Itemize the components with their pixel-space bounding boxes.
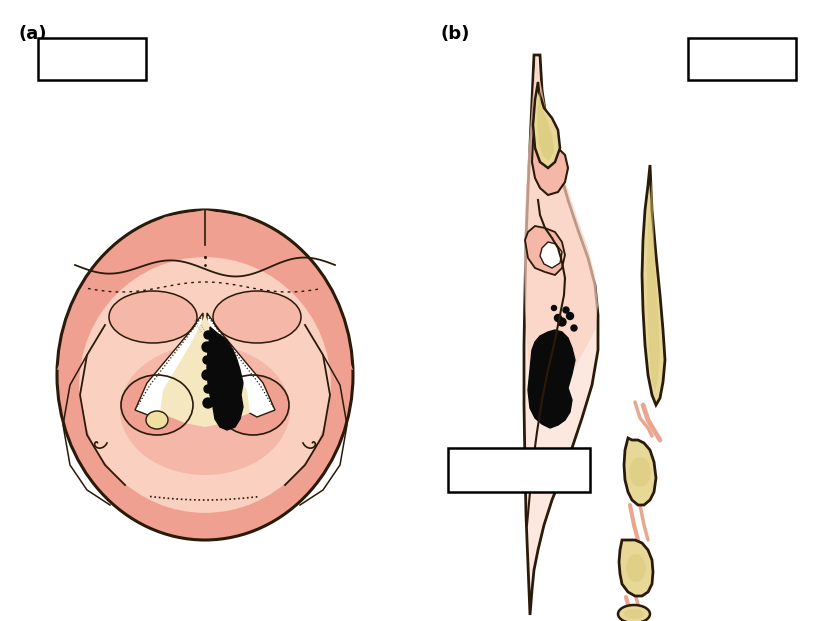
Ellipse shape (57, 210, 353, 540)
Polygon shape (528, 330, 575, 428)
Polygon shape (525, 226, 565, 275)
Circle shape (202, 370, 212, 380)
Circle shape (552, 306, 557, 310)
Polygon shape (533, 82, 560, 168)
Polygon shape (524, 55, 598, 615)
Polygon shape (624, 438, 656, 505)
Circle shape (558, 318, 566, 326)
Circle shape (203, 356, 211, 364)
Polygon shape (207, 327, 243, 430)
Circle shape (563, 307, 569, 313)
Polygon shape (532, 120, 568, 195)
Circle shape (554, 314, 562, 322)
Ellipse shape (121, 375, 193, 435)
Ellipse shape (217, 375, 289, 435)
Text: T2: T2 (722, 45, 761, 73)
Polygon shape (57, 210, 353, 370)
Polygon shape (160, 315, 250, 427)
FancyBboxPatch shape (688, 38, 796, 80)
FancyBboxPatch shape (38, 38, 146, 80)
Polygon shape (207, 313, 275, 417)
Polygon shape (540, 242, 562, 268)
FancyBboxPatch shape (448, 448, 590, 492)
Ellipse shape (213, 291, 301, 343)
Circle shape (203, 398, 213, 408)
Circle shape (204, 385, 212, 393)
Text: T = pT: T = pT (484, 461, 554, 479)
Ellipse shape (618, 605, 650, 621)
Circle shape (571, 325, 577, 331)
Polygon shape (647, 178, 660, 390)
Circle shape (204, 331, 212, 339)
Ellipse shape (120, 345, 290, 475)
Polygon shape (619, 540, 653, 596)
Ellipse shape (146, 411, 168, 429)
Polygon shape (135, 313, 203, 417)
Polygon shape (537, 90, 554, 161)
Polygon shape (524, 55, 598, 400)
Polygon shape (642, 165, 665, 405)
Ellipse shape (626, 554, 646, 582)
Ellipse shape (109, 291, 197, 343)
Text: (a): (a) (18, 25, 47, 43)
Ellipse shape (79, 257, 331, 513)
Circle shape (566, 312, 574, 319)
Text: T2: T2 (73, 45, 111, 73)
Text: (b): (b) (440, 25, 470, 43)
Circle shape (202, 342, 212, 352)
Ellipse shape (629, 457, 651, 487)
Ellipse shape (624, 609, 644, 619)
